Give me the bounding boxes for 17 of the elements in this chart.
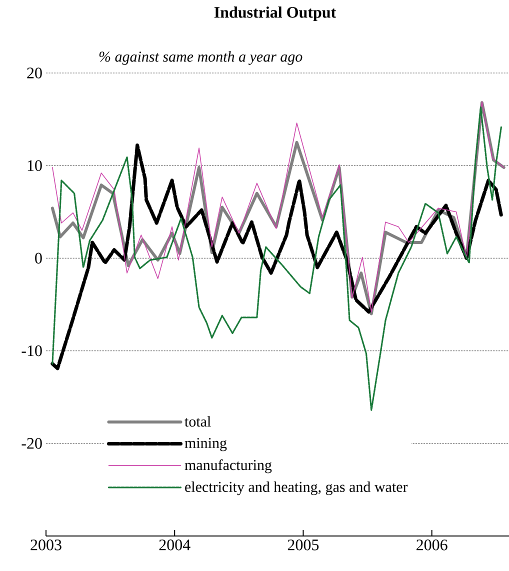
x-tick-label: 2003 xyxy=(30,540,62,550)
y-tick-label: -20 xyxy=(22,438,42,449)
legend-label: electricity and heating, gas and water xyxy=(185,481,408,496)
line-series xyxy=(52,106,502,411)
line-series xyxy=(50,143,504,370)
chart-subtitle: % against same month a year ago xyxy=(99,51,302,65)
y-tick-label: -10 xyxy=(22,345,42,356)
legend-label: manufacturing xyxy=(184,459,272,474)
y-tick-label: 0 xyxy=(35,252,42,264)
x-tick-label: 2004 xyxy=(159,540,190,550)
x-tick-label: 2005 xyxy=(288,540,319,550)
legend-label: mining xyxy=(184,438,227,452)
y-tick-label: 10 xyxy=(28,160,42,171)
chart-title: Industrial Output xyxy=(214,6,336,22)
x-tick-label: 2006 xyxy=(416,540,448,550)
legend-label: total xyxy=(184,416,211,427)
y-tick-label: 20 xyxy=(27,68,42,78)
